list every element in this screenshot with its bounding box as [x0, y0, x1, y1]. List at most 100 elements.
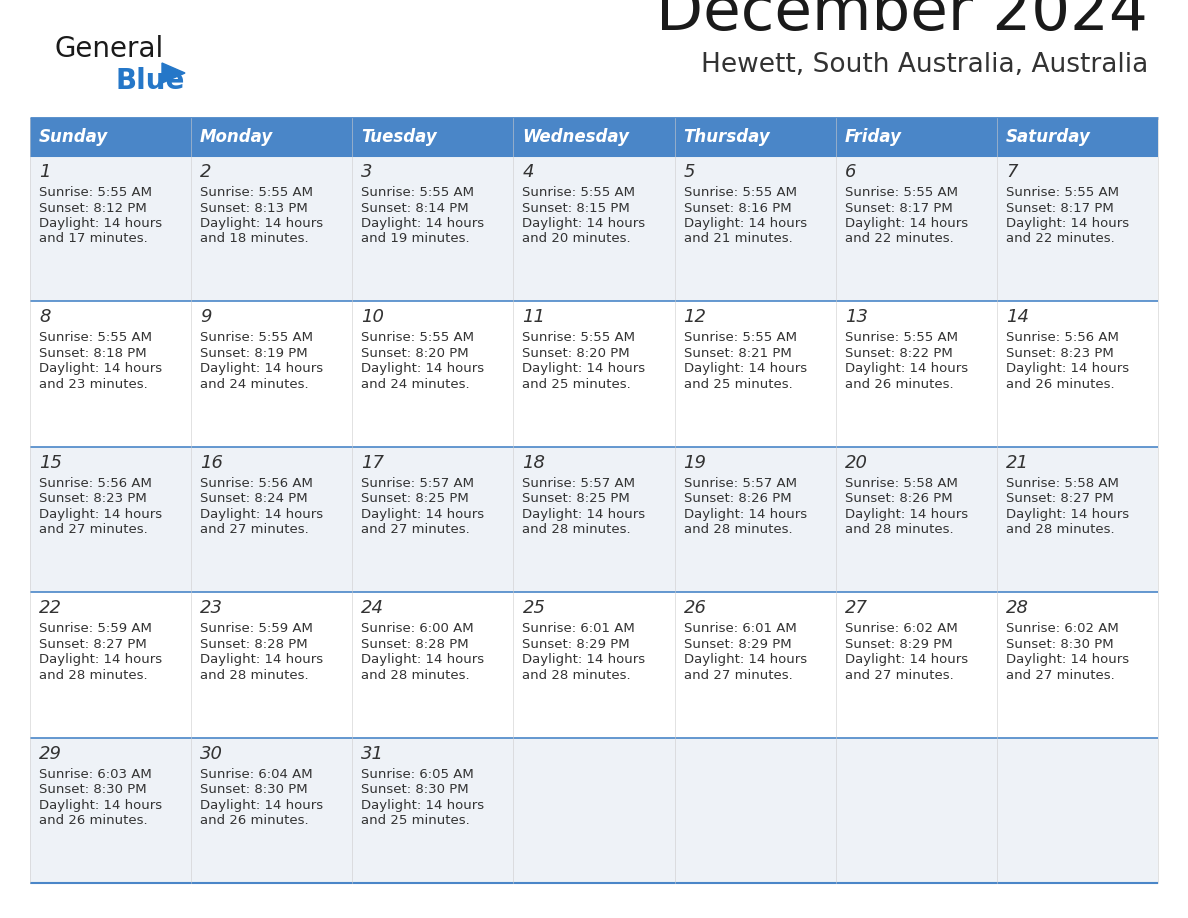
Text: Saturday: Saturday [1006, 128, 1091, 146]
Bar [353, 301, 513, 447]
Text: Friday: Friday [845, 128, 902, 146]
Text: Daylight: 14 hours: Daylight: 14 hours [683, 363, 807, 375]
Text: Sunrise: 5:59 AM: Sunrise: 5:59 AM [39, 622, 152, 635]
Text: 18: 18 [523, 453, 545, 472]
Bar [675, 156, 835, 301]
Bar [191, 592, 353, 737]
Text: Sunrise: 5:57 AM: Sunrise: 5:57 AM [683, 476, 797, 490]
Text: Sunrise: 5:58 AM: Sunrise: 5:58 AM [1006, 476, 1119, 490]
Bar [353, 737, 513, 883]
Text: Daylight: 14 hours: Daylight: 14 hours [845, 217, 968, 230]
Text: 12: 12 [683, 308, 707, 327]
Text: and 28 minutes.: and 28 minutes. [523, 523, 631, 536]
Text: 4: 4 [523, 163, 533, 181]
Text: and 25 minutes.: and 25 minutes. [361, 814, 470, 827]
Text: Daylight: 14 hours: Daylight: 14 hours [39, 654, 162, 666]
Bar [997, 118, 1158, 156]
Text: Sunrise: 6:01 AM: Sunrise: 6:01 AM [523, 622, 636, 635]
Text: December 2024: December 2024 [656, 0, 1148, 43]
Text: 20: 20 [845, 453, 867, 472]
Text: Sunset: 8:28 PM: Sunset: 8:28 PM [361, 638, 469, 651]
Bar [997, 156, 1158, 301]
Text: Daylight: 14 hours: Daylight: 14 hours [845, 508, 968, 521]
Text: 15: 15 [39, 453, 62, 472]
Text: and 24 minutes.: and 24 minutes. [361, 378, 470, 391]
Bar [997, 301, 1158, 447]
Text: Hewett, South Australia, Australia: Hewett, South Australia, Australia [701, 52, 1148, 78]
Text: Sunrise: 5:55 AM: Sunrise: 5:55 AM [683, 186, 797, 199]
Text: and 17 minutes.: and 17 minutes. [39, 232, 147, 245]
Bar [675, 737, 835, 883]
Text: and 25 minutes.: and 25 minutes. [523, 378, 631, 391]
Text: and 27 minutes.: and 27 minutes. [845, 668, 954, 682]
Text: and 28 minutes.: and 28 minutes. [845, 523, 953, 536]
Text: Daylight: 14 hours: Daylight: 14 hours [1006, 217, 1129, 230]
Text: 27: 27 [845, 599, 867, 617]
Text: Sunrise: 6:02 AM: Sunrise: 6:02 AM [845, 622, 958, 635]
Bar [191, 118, 353, 156]
Text: 10: 10 [361, 308, 384, 327]
Text: and 28 minutes.: and 28 minutes. [200, 668, 309, 682]
Text: Sunset: 8:30 PM: Sunset: 8:30 PM [361, 783, 469, 796]
Text: Daylight: 14 hours: Daylight: 14 hours [361, 217, 485, 230]
Text: 1: 1 [39, 163, 51, 181]
Text: and 26 minutes.: and 26 minutes. [39, 814, 147, 827]
Text: Daylight: 14 hours: Daylight: 14 hours [39, 363, 162, 375]
Text: Sunrise: 5:55 AM: Sunrise: 5:55 AM [523, 186, 636, 199]
Bar [30, 301, 191, 447]
Text: 31: 31 [361, 744, 384, 763]
Text: and 22 minutes.: and 22 minutes. [1006, 232, 1114, 245]
Text: Daylight: 14 hours: Daylight: 14 hours [361, 654, 485, 666]
Bar [513, 301, 675, 447]
Bar [30, 447, 191, 592]
Bar [835, 737, 997, 883]
Text: and 18 minutes.: and 18 minutes. [200, 232, 309, 245]
Text: Sunrise: 5:56 AM: Sunrise: 5:56 AM [39, 476, 152, 490]
Text: 26: 26 [683, 599, 707, 617]
Bar [513, 156, 675, 301]
Text: Sunrise: 6:04 AM: Sunrise: 6:04 AM [200, 767, 312, 780]
Bar [191, 156, 353, 301]
Text: Daylight: 14 hours: Daylight: 14 hours [361, 799, 485, 812]
Text: and 27 minutes.: and 27 minutes. [683, 668, 792, 682]
Text: Wednesday: Wednesday [523, 128, 630, 146]
Text: Sunrise: 5:55 AM: Sunrise: 5:55 AM [683, 331, 797, 344]
Text: Sunset: 8:20 PM: Sunset: 8:20 PM [523, 347, 630, 360]
Text: Sunset: 8:17 PM: Sunset: 8:17 PM [845, 201, 953, 215]
Text: Daylight: 14 hours: Daylight: 14 hours [683, 508, 807, 521]
Text: and 27 minutes.: and 27 minutes. [361, 523, 470, 536]
Text: Sunrise: 5:55 AM: Sunrise: 5:55 AM [523, 331, 636, 344]
Text: and 28 minutes.: and 28 minutes. [1006, 523, 1114, 536]
Text: and 23 minutes.: and 23 minutes. [39, 378, 147, 391]
Text: Daylight: 14 hours: Daylight: 14 hours [523, 363, 645, 375]
Text: Daylight: 14 hours: Daylight: 14 hours [683, 654, 807, 666]
Bar [835, 592, 997, 737]
Text: Sunrise: 5:57 AM: Sunrise: 5:57 AM [361, 476, 474, 490]
Text: Sunrise: 5:55 AM: Sunrise: 5:55 AM [361, 331, 474, 344]
Text: and 25 minutes.: and 25 minutes. [683, 378, 792, 391]
Text: Daylight: 14 hours: Daylight: 14 hours [200, 508, 323, 521]
Bar [191, 447, 353, 592]
Bar [30, 118, 191, 156]
Text: Sunset: 8:17 PM: Sunset: 8:17 PM [1006, 201, 1113, 215]
Bar [513, 118, 675, 156]
Text: Sunrise: 5:55 AM: Sunrise: 5:55 AM [845, 186, 958, 199]
Text: Daylight: 14 hours: Daylight: 14 hours [683, 217, 807, 230]
Text: Daylight: 14 hours: Daylight: 14 hours [845, 363, 968, 375]
Text: Sunset: 8:25 PM: Sunset: 8:25 PM [523, 492, 630, 505]
Text: Sunrise: 5:55 AM: Sunrise: 5:55 AM [1006, 186, 1119, 199]
Text: Sunset: 8:29 PM: Sunset: 8:29 PM [523, 638, 630, 651]
Text: Daylight: 14 hours: Daylight: 14 hours [523, 217, 645, 230]
Text: 22: 22 [39, 599, 62, 617]
Text: 8: 8 [39, 308, 51, 327]
Text: Sunrise: 5:55 AM: Sunrise: 5:55 AM [845, 331, 958, 344]
Text: Daylight: 14 hours: Daylight: 14 hours [361, 363, 485, 375]
Text: Sunrise: 5:55 AM: Sunrise: 5:55 AM [39, 186, 152, 199]
Text: Sunset: 8:20 PM: Sunset: 8:20 PM [361, 347, 469, 360]
Text: Sunset: 8:21 PM: Sunset: 8:21 PM [683, 347, 791, 360]
Text: Sunset: 8:29 PM: Sunset: 8:29 PM [845, 638, 953, 651]
Bar [513, 737, 675, 883]
Text: and 22 minutes.: and 22 minutes. [845, 232, 954, 245]
Text: Sunrise: 5:58 AM: Sunrise: 5:58 AM [845, 476, 958, 490]
Text: Sunrise: 5:55 AM: Sunrise: 5:55 AM [39, 331, 152, 344]
